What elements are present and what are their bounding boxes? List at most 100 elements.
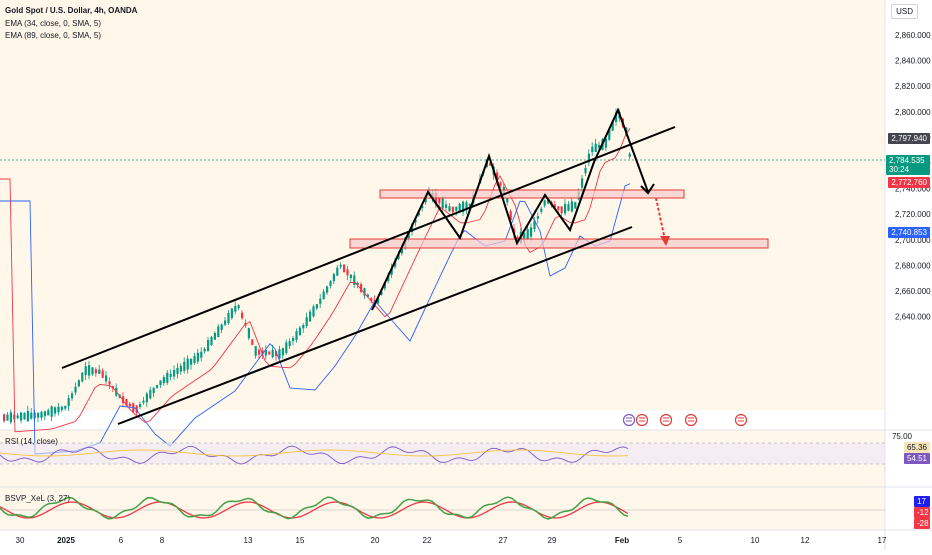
currency-button[interactable]: USD: [891, 4, 918, 19]
candle-body: [20, 412, 23, 421]
candle-body: [594, 143, 597, 153]
candle-body: [441, 198, 444, 209]
support-zones: [349, 189, 769, 249]
wave-arrow-head: [640, 183, 655, 195]
price-tick-label: 2,800.000: [895, 108, 931, 117]
date-tick-label: 10: [751, 536, 760, 545]
candle-body: [237, 305, 240, 308]
bsvp-label[interactable]: BSVP_XeL (3, 27): [5, 494, 71, 503]
candle-countdown: 30:24: [889, 165, 910, 174]
ema89-legend[interactable]: EMA (89, close, 0, SMA, 5): [5, 31, 102, 40]
candle-body: [458, 204, 461, 212]
candle-body: [462, 201, 465, 213]
resistance-zone: [379, 189, 685, 199]
ema34-legend[interactable]: EMA (34, close, 0, SMA, 5): [5, 19, 102, 28]
candle-body: [421, 205, 424, 208]
candle-body: [628, 153, 631, 157]
candle-body: [315, 304, 318, 309]
candle-body: [407, 232, 410, 239]
candle-body: [295, 331, 298, 340]
candle-body: [37, 412, 40, 418]
candle-body: [183, 361, 186, 371]
candle-body: [125, 399, 128, 406]
candle-body: [43, 411, 46, 417]
us-flag-icon[interactable]: [684, 413, 698, 427]
support-zone: [349, 238, 769, 249]
candle-body: [383, 283, 386, 289]
candle-body: [455, 206, 458, 211]
candle-body: [207, 340, 210, 351]
rsi-label[interactable]: RSI (14, close): [5, 437, 58, 446]
rsi-band: [0, 443, 885, 464]
candle-body: [128, 403, 131, 407]
candle-body: [570, 201, 573, 212]
event-icon-circle: [684, 413, 698, 427]
candle-body: [210, 336, 213, 345]
candle-body: [536, 216, 539, 219]
lower-channel-line: [117, 226, 633, 425]
us-flag-icon[interactable]: [635, 413, 649, 427]
candle-body: [326, 286, 329, 293]
candle-body: [98, 369, 101, 374]
chart-title: Gold Spot / U.S. Dollar, 4h, OANDA: [5, 6, 138, 15]
candle-body: [111, 386, 114, 389]
price-tick-label: 2,820.000: [895, 82, 931, 91]
upper-channel-line: [61, 126, 676, 369]
candle-body: [173, 369, 176, 377]
candle-body: [346, 269, 349, 276]
drawing-tools[interactable]: [61, 107, 676, 425]
candle-body: [581, 178, 584, 188]
event-icons[interactable]: [622, 413, 748, 427]
candle-body: [54, 407, 57, 414]
candle-body: [530, 227, 533, 237]
candle-body: [169, 373, 172, 378]
candle-body: [353, 275, 356, 285]
candle-body: [451, 206, 454, 213]
date-tick-label: 8: [160, 536, 165, 545]
candle-body: [50, 406, 53, 417]
candle-body: [101, 370, 104, 378]
us-flag-icon[interactable]: [734, 413, 748, 427]
candle-body: [543, 200, 546, 206]
candle-body: [16, 415, 19, 419]
ema89-line: [0, 183, 631, 455]
date-tick-label: 27: [499, 536, 508, 545]
candle-body: [526, 229, 529, 239]
price-tick-label: 2,840.000: [895, 57, 931, 66]
candle-body: [142, 400, 145, 403]
us-flag-icon[interactable]: [659, 413, 673, 427]
projection-arrow: [655, 197, 666, 241]
candle-body: [203, 348, 206, 352]
candle-body: [47, 410, 50, 416]
rsi-ma-badge: 54.51: [903, 453, 930, 464]
price-tick-label: 2,740.000: [895, 185, 931, 194]
candle-body: [615, 112, 618, 122]
candle-body: [298, 327, 301, 336]
bsvp-value-badge-3: -28: [914, 518, 930, 529]
candle-body: [84, 366, 87, 376]
candle-body: [387, 276, 390, 282]
candle-body: [241, 312, 244, 319]
candle-body: [414, 219, 417, 223]
candle-body: [598, 144, 601, 148]
candle-body: [591, 146, 594, 153]
lightning-icon[interactable]: [622, 413, 636, 427]
date-tick-label: 2025: [57, 536, 75, 545]
candle-body: [190, 358, 193, 365]
candle-body: [166, 372, 169, 383]
candle-body: [217, 326, 220, 338]
candle-body: [234, 305, 237, 312]
ema89-price-badge: 2,740.853: [888, 227, 930, 238]
candle-body: [547, 199, 550, 204]
bsvp-value-badge-1: 17: [914, 496, 930, 507]
wave-pattern: [371, 107, 649, 311]
candle-body: [3, 414, 6, 422]
candle-body: [394, 261, 397, 267]
candle-body: [336, 267, 339, 276]
bsvp-main-line: [0, 496, 629, 520]
candle-body: [611, 121, 614, 131]
candle-body: [356, 283, 359, 286]
event-icon-circle: [659, 413, 673, 427]
